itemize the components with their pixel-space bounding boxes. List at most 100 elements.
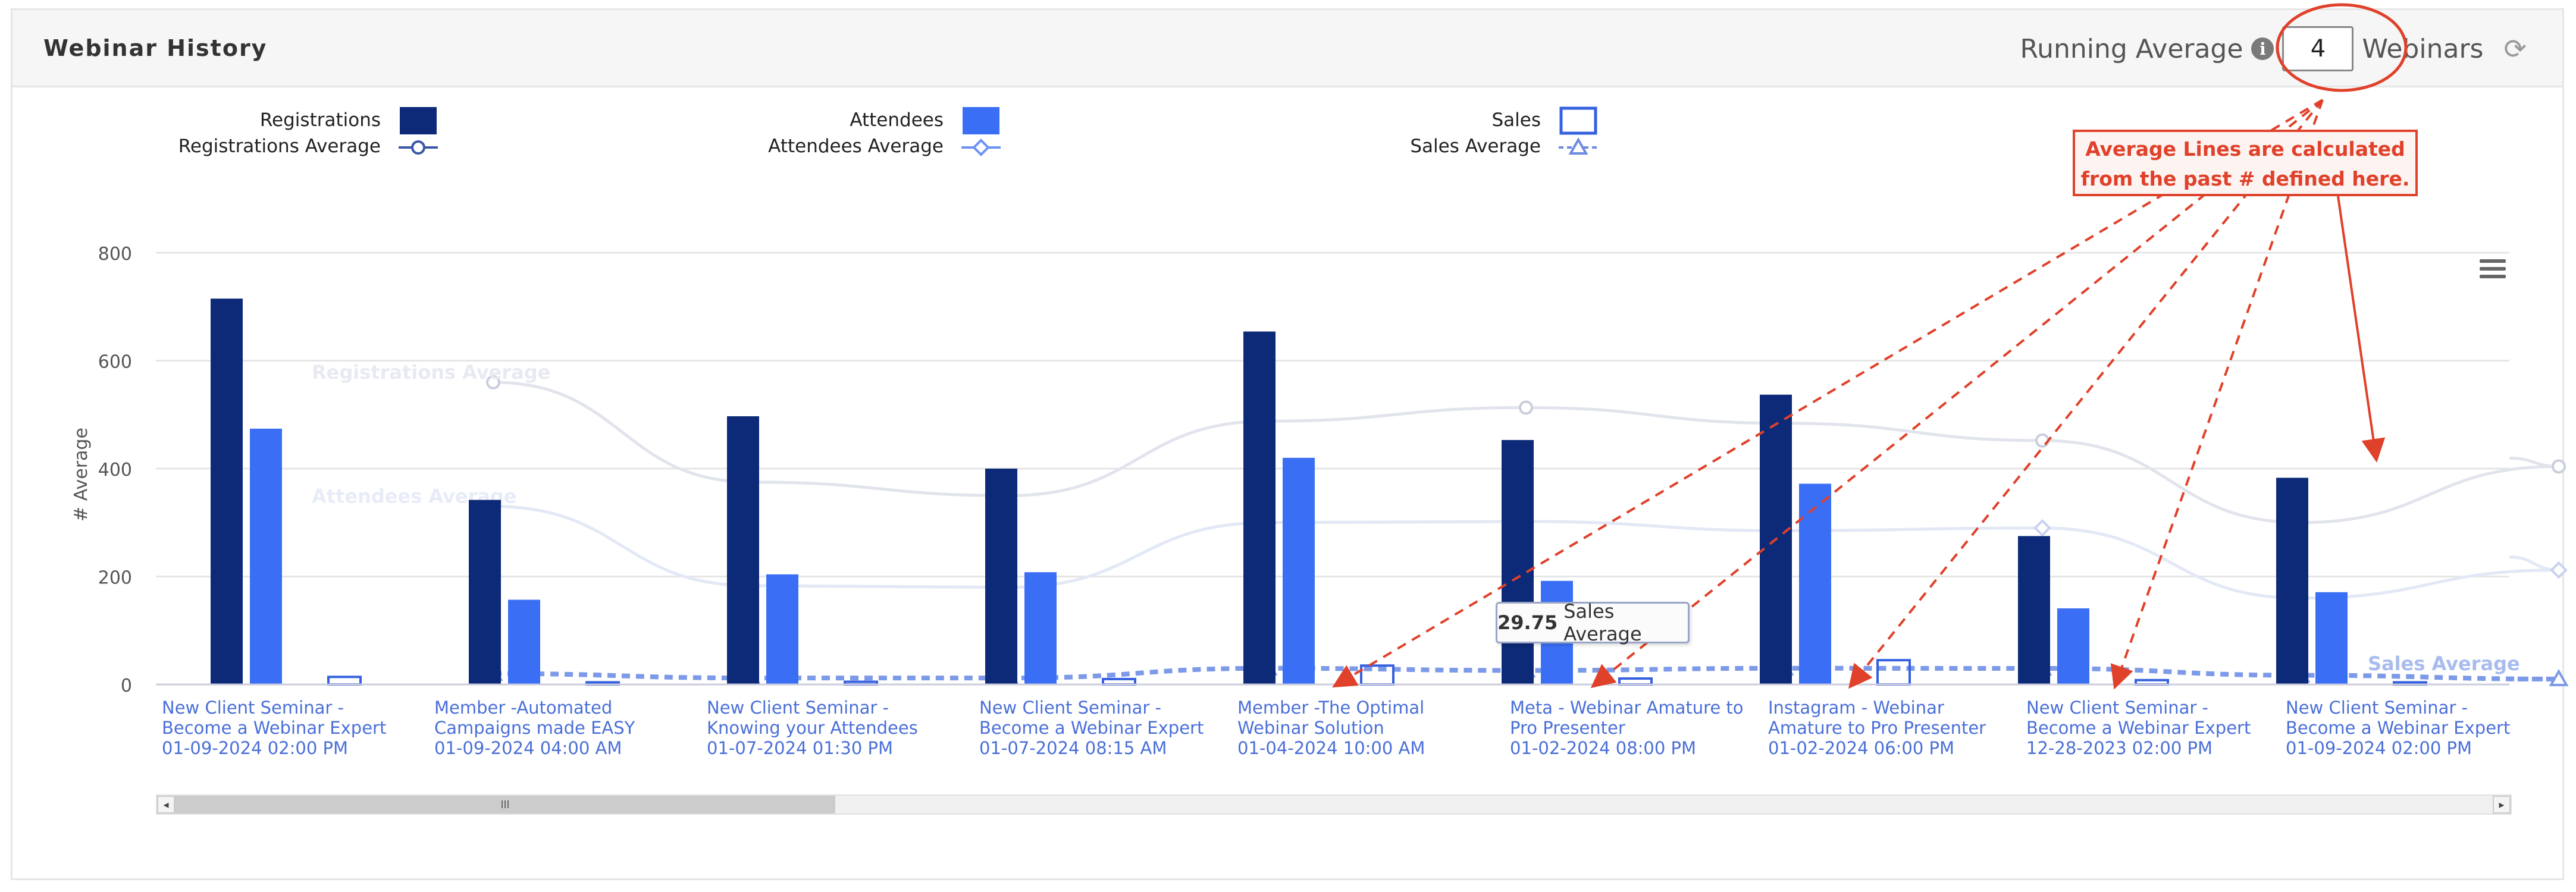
legend-label: Attendees: [850, 109, 944, 131]
x-tick-label: Member -The Optimal: [1237, 698, 1424, 718]
legend-marker: [411, 140, 425, 155]
annotation-callout: Average Lines are calculated from the pa…: [2073, 130, 2418, 196]
registrations-bar: [211, 299, 243, 684]
x-tick-label: 01-04-2024 10:00 AM: [1237, 738, 1425, 758]
x-tick-label: 01-07-2024 01:30 PM: [707, 738, 893, 758]
x-tick-label: New Client Seminar -: [707, 698, 889, 718]
x-tick-label: Become a Webinar Expert: [2286, 718, 2510, 738]
tooltip-value: 29.75: [1497, 611, 1558, 634]
legend-label: Registrations Average: [178, 136, 381, 157]
x-axis: New Client Seminar -Become a Webinar Exp…: [162, 698, 2510, 758]
x-tick-label: Knowing your Attendees: [707, 718, 918, 738]
attendees-bar: [2057, 608, 2089, 684]
x-tick-label: 01-02-2024 06:00 PM: [1768, 738, 1954, 758]
annotation-arrows: [1332, 3, 2408, 690]
running-average-label: Running Average: [2020, 33, 2243, 64]
average-inline-label: Sales Average: [2368, 652, 2520, 675]
average-point: [2549, 668, 2569, 686]
average-point: [1519, 400, 1533, 415]
sales-average-tooltip: 29.75 Sales Average: [1496, 600, 1690, 645]
horizontal-scrollbar[interactable]: ◂ III ▸: [156, 794, 2512, 815]
x-tick-label: Become a Webinar Expert: [162, 718, 386, 738]
legend: Registrations Registrations Average Attend…: [178, 106, 1598, 157]
average-point: [2552, 459, 2566, 474]
annotation-circle: [2276, 3, 2408, 92]
y-tick-label: 200: [98, 568, 132, 589]
bars: [156, 299, 2509, 686]
y-tick-label: 400: [98, 460, 132, 480]
y-tick-label: 0: [121, 676, 132, 696]
x-tick-label: New Client Seminar -: [2026, 698, 2208, 718]
attendees-bar: [1799, 483, 1831, 684]
x-tick-label: 12-28-2023 02:00 PM: [2026, 738, 2213, 758]
legend-swatch: [400, 107, 437, 134]
x-tick-label: New Client Seminar -: [162, 698, 344, 718]
callout-line-2: from the past # defined here.: [2080, 167, 2410, 190]
x-tick-label: Amature to Pro Presenter: [1768, 718, 1986, 738]
average-line: [493, 381, 2559, 524]
legend-label: Registrations: [260, 109, 381, 131]
info-icon[interactable]: i: [2251, 37, 2274, 60]
x-tick-label: 01-09-2024 04:00 AM: [434, 738, 622, 758]
attendees-bar: [1024, 572, 1057, 684]
attendees-bar: [766, 574, 798, 684]
legend-swatch: [963, 107, 999, 134]
registrations-bar: [1502, 439, 1534, 684]
x-tick-label: 01-07-2024 08:15 AM: [979, 738, 1167, 758]
legend-swatch: [1559, 106, 1597, 135]
x-tick-label: New Client Seminar -: [2286, 698, 2468, 718]
registrations-bar: [469, 500, 501, 684]
x-tick-label: Webinar Solution: [1237, 718, 1384, 738]
average-inline-label: Registrations Average: [312, 361, 550, 384]
registrations-bar: [2276, 478, 2308, 684]
x-tick-label: Become a Webinar Expert: [2026, 718, 2251, 738]
panel-header: Webinar History Running Average i Webina…: [12, 10, 2562, 87]
registrations-bar: [1243, 331, 1276, 684]
registrations-bar: [727, 416, 759, 684]
x-tick-label: New Client Seminar -: [979, 698, 1161, 718]
scroll-thumb[interactable]: III: [175, 796, 835, 814]
running-average-input[interactable]: [2282, 26, 2354, 71]
average-point: [2035, 433, 2049, 448]
attendees-bar: [508, 599, 540, 684]
chart-menu-icon[interactable]: [2480, 259, 2506, 281]
annotation-arrow: [2110, 99, 2324, 690]
legend-label: Attendees Average: [768, 136, 944, 157]
y-tick-label: 600: [98, 352, 132, 373]
y-axis: 0 200 400 600 800 # Average: [71, 244, 132, 696]
y-axis-label: # Average: [71, 428, 92, 522]
legend-marker: [1568, 137, 1588, 155]
registrations-bar: [2018, 536, 2050, 684]
scroll-right-button[interactable]: ▸: [2493, 796, 2511, 814]
x-tick-label: Meta - Webinar Amature to: [1510, 698, 1744, 718]
x-tick-label: Pro Presenter: [1510, 718, 1625, 738]
average-point: [486, 375, 500, 390]
x-tick-label: 01-09-2024 02:00 PM: [2286, 738, 2472, 758]
x-tick-label: Instagram - Webinar: [1768, 698, 1944, 718]
attendees-bar: [1283, 457, 1315, 684]
x-tick-label: 01-09-2024 02:00 PM: [162, 738, 348, 758]
legend-label: Sales: [1491, 109, 1541, 131]
tooltip-label: Sales Average: [1563, 600, 1642, 645]
average-point: [2550, 561, 2568, 579]
sales-bar: [327, 676, 362, 686]
y-tick-label: 800: [98, 244, 132, 265]
average-point: [2033, 519, 2051, 537]
attendees-bar: [2315, 592, 2348, 684]
annotation-arrow: [2337, 196, 2386, 463]
annotation-arrow: [1848, 99, 2324, 689]
webinars-label: Webinars: [2362, 33, 2484, 64]
running-average-control: Running Average i Webinars ⟳: [2020, 26, 2527, 71]
legend-label: Sales Average: [1410, 136, 1541, 157]
refresh-icon[interactable]: ⟳: [2503, 33, 2527, 65]
panel-title: Webinar History: [43, 35, 268, 61]
attendees-bar: [250, 428, 282, 684]
annotation-arrow: [1590, 99, 2324, 689]
x-tick-label: Campaigns made EASY: [434, 718, 635, 738]
scroll-left-button[interactable]: ◂: [157, 796, 175, 814]
annotation-arrow: [1332, 99, 2324, 688]
sales-bar: [1876, 659, 1911, 686]
legend-marker: [972, 139, 990, 156]
